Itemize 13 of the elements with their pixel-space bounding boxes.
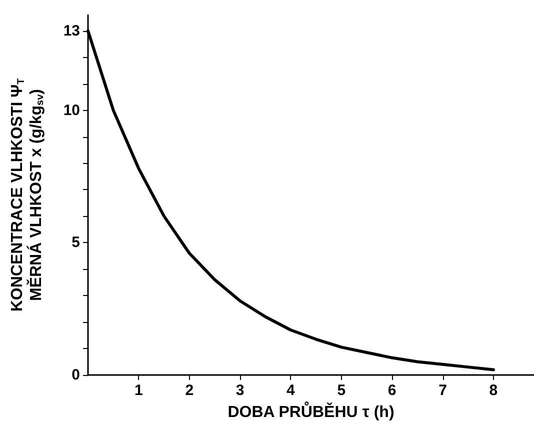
x-tick-label: 6 [388, 382, 396, 399]
y-tick-label: 5 [72, 234, 80, 252]
y-tick-label: 0 [72, 366, 80, 384]
x-tick-label: 3 [236, 382, 244, 399]
x-tick-label: 8 [489, 382, 498, 399]
x-tick-label: 1 [134, 382, 143, 399]
x-tick-label: 2 [185, 382, 194, 399]
y-tick-label: 10 [63, 102, 80, 119]
y-tick-label: 13 [63, 22, 80, 40]
x-tick-label: 7 [438, 382, 447, 399]
x-tick-label: 4 [286, 382, 296, 399]
x-axis-title: DOBA PRŮBĚHU τ (h) [228, 401, 394, 421]
x-tick-label: 5 [337, 382, 346, 399]
